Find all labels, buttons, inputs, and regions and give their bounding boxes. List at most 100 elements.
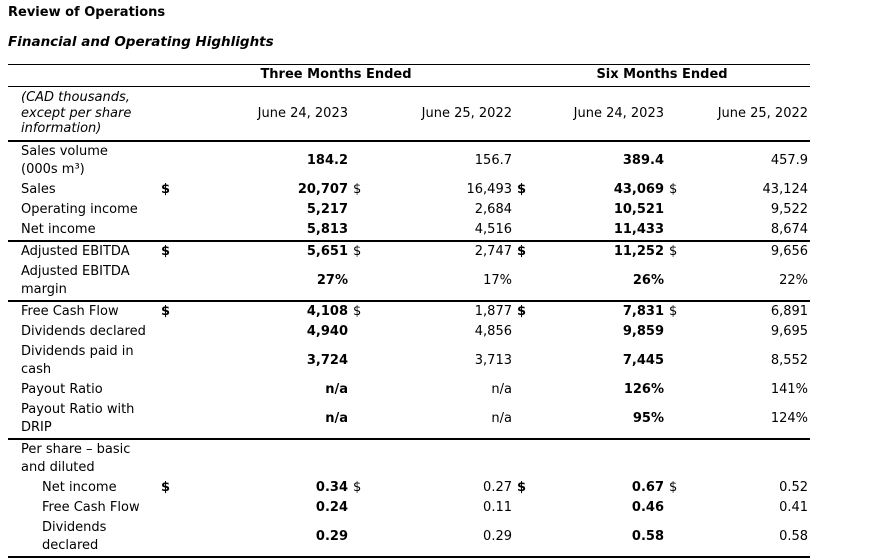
section-subtitle: Financial and Operating Highlights (8, 34, 274, 50)
currency-symbol-cell: $ (161, 479, 171, 495)
currency-symbol-cell: $ (353, 181, 362, 197)
table-row: Dividends paid in cash 3,724 3,713 7,445 8,5… (8, 342, 810, 380)
value-cell: 7,445 (622, 352, 664, 368)
value-cell: 184.2 (306, 152, 348, 168)
column-header-h1-2022: June 25, 2022 (666, 86, 811, 142)
table-row: Sales volume (000s m³) 184.2 156.7 389.4 457… (8, 141, 810, 180)
value-cell: 0.67 (631, 479, 664, 495)
currency-symbol-cell (350, 219, 370, 242)
value-cell: 3,724 (306, 352, 348, 368)
value-cell: 0.46 (631, 499, 664, 515)
currency-symbol-cell (350, 517, 370, 558)
currency-symbol-cell (350, 141, 370, 180)
table-row: Per share – basic and diluted (8, 439, 810, 478)
currency-symbol-cell (350, 380, 370, 400)
currency-symbol-cell (350, 261, 370, 302)
row-label: Dividends paid in cash (21, 343, 134, 377)
value-cell: 2,747 (474, 243, 512, 259)
currency-symbol-cell (158, 439, 178, 478)
value-cell: 10,521 (613, 201, 664, 217)
column-header-h1-2023: June 24, 2023 (514, 86, 666, 142)
value-cell: n/a (178, 399, 350, 440)
value-cell: 9,522 (770, 201, 809, 217)
currency-symbol-cell (514, 342, 534, 380)
value-cell: 0.11 (483, 499, 512, 515)
table-row: Adjusted EBITDA $5,651 $2,747 $11,252 $9,656 (8, 241, 810, 262)
value-cell: 22% (686, 261, 811, 302)
currency-symbol-cell (514, 261, 534, 302)
value-cell: 389.4 (622, 152, 664, 168)
row-label: Net income (8, 219, 158, 242)
value-cell: 0.34 (315, 479, 348, 495)
currency-symbol-cell: $ (669, 243, 678, 259)
table-row: Sales $20,707 $16,493 $43,069 $43,124 (8, 180, 810, 200)
corner-cell (8, 64, 158, 87)
value-cell: 457.9 (770, 152, 809, 168)
value-cell: 43,124 (762, 181, 809, 197)
value-cell: 7,831 (622, 303, 664, 319)
table-row: Payout Ratio n/a n/a 126% 141% (8, 380, 810, 400)
table-row: Payout Ratio with DRIP n/a n/a 95% 124% (8, 399, 811, 440)
value-cell: 43,069 (613, 181, 664, 197)
value-cell: 4,940 (306, 323, 348, 339)
currency-symbol-cell (350, 399, 370, 440)
value-cell: 0.41 (779, 499, 809, 515)
currency-symbol-cell (158, 219, 178, 242)
currency-symbol-cell: $ (517, 303, 527, 319)
table-body: Sales volume (000s m³) 184.2 156.7 389.4 457… (8, 141, 811, 558)
value-cell: 141% (770, 381, 809, 397)
value-cell: 27% (178, 261, 350, 302)
group-header-three-months: Three Months Ended (158, 64, 514, 87)
currency-symbol-cell (666, 261, 686, 302)
table-row: Net income $0.34 $0.27 $0.67 $0.52 (8, 478, 810, 498)
value-cell: 3,713 (474, 352, 512, 368)
period-group-row: Three Months Ended Six Months Ended (8, 64, 811, 87)
row-label: Free Cash Flow (21, 303, 119, 319)
value-cell: 1,877 (474, 303, 512, 319)
currency-symbol-cell (514, 380, 534, 400)
currency-symbol-cell: $ (669, 303, 678, 319)
value-cell: 8,552 (770, 352, 809, 368)
row-label: Dividends declared (21, 323, 146, 339)
currency-symbol-cell: $ (353, 303, 362, 319)
currency-symbol-cell (514, 219, 534, 242)
column-header-row: (CAD thousands, except per share informa… (8, 86, 811, 142)
unit-note: (CAD thousands, except per share informa… (8, 86, 158, 142)
currency-symbol-cell (666, 219, 686, 242)
value-cell: 16,493 (466, 181, 513, 197)
currency-symbol-cell (158, 380, 178, 400)
currency-symbol-cell (350, 498, 370, 518)
value-cell: 156.7 (474, 152, 512, 168)
row-label: Adjusted EBITDA (21, 243, 130, 259)
row-label: Per share – basic and diluted (21, 441, 131, 475)
value-cell: 26% (534, 261, 666, 302)
table-row: Net income 5,813 4,516 11,433 8,674 (8, 219, 811, 242)
currency-symbol-cell (514, 200, 534, 220)
currency-symbol-cell (666, 498, 686, 518)
row-label: Sales volume (000s m³) (21, 143, 108, 177)
row-label: Operating income (21, 201, 138, 217)
value-cell: 4,856 (474, 323, 512, 339)
currency-symbol-cell (666, 141, 686, 180)
value-cell: 17% (370, 261, 514, 302)
table-row: Dividends declared 4,940 4,856 9,859 9,695 (8, 322, 810, 342)
value-cell (370, 439, 514, 478)
value-cell: n/a (491, 381, 512, 397)
currency-symbol-cell: $ (161, 303, 171, 319)
value-cell: 9,695 (770, 323, 809, 339)
row-label: Payout Ratio with DRIP (8, 399, 158, 440)
value-cell: 6,891 (770, 303, 809, 319)
value-cell: 0.24 (315, 499, 348, 515)
value-cell: 0.29 (178, 517, 350, 558)
value-cell (178, 439, 350, 478)
currency-symbol-cell: $ (517, 243, 527, 259)
table-row: Dividends declared 0.29 0.29 0.58 0.58 (8, 517, 811, 558)
row-label: Free Cash Flow (42, 499, 140, 515)
currency-symbol-cell (666, 517, 686, 558)
currency-symbol-cell (158, 322, 178, 342)
value-cell: 9,859 (622, 323, 664, 339)
currency-symbol-cell: $ (161, 181, 171, 197)
currency-symbol-cell (514, 141, 534, 180)
value-cell: n/a (370, 399, 514, 440)
